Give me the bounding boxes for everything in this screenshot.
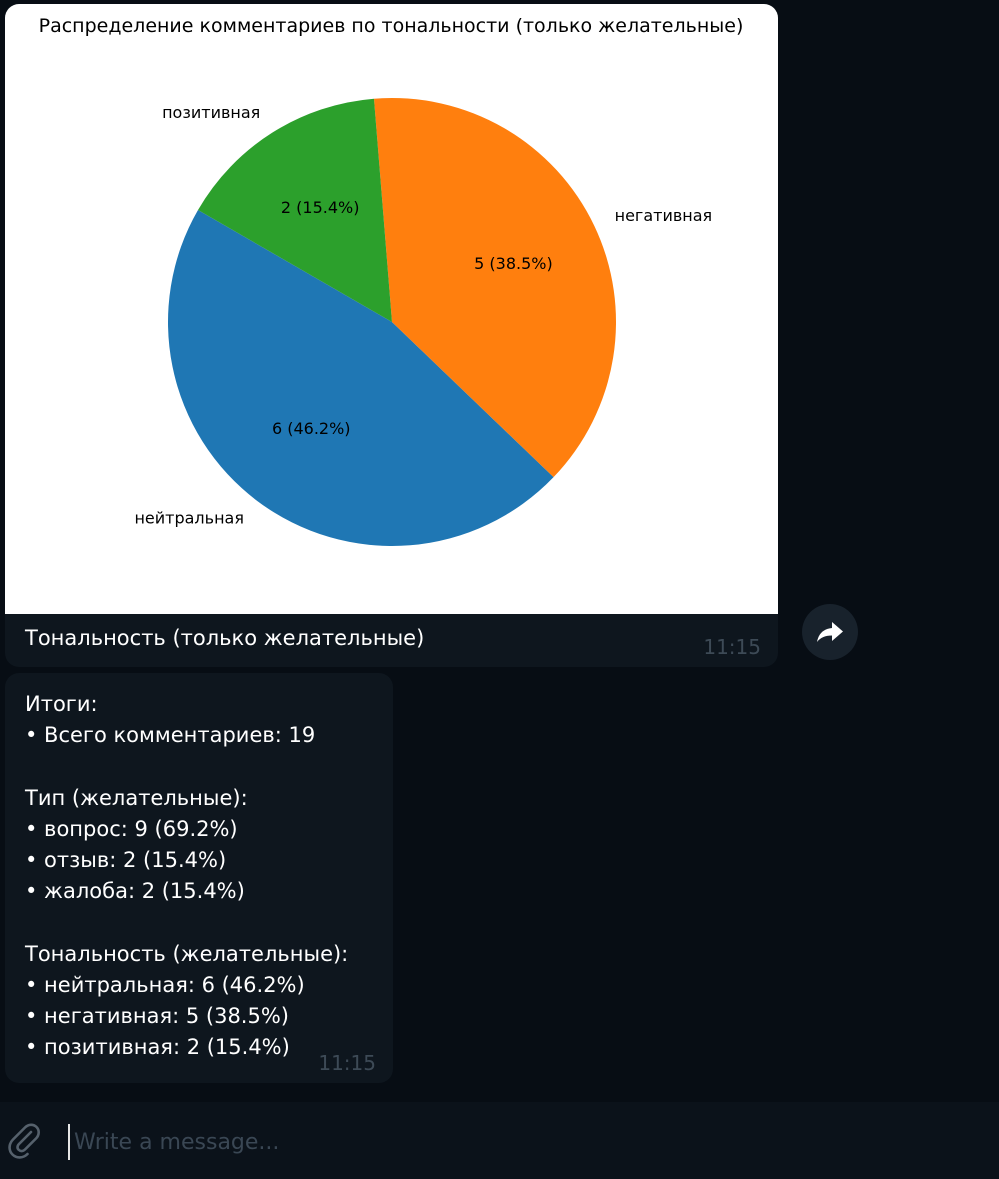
summary-line: Тональность (желательные): xyxy=(25,941,349,966)
blank-line xyxy=(25,907,348,938)
pie-slice-2 xyxy=(198,98,392,322)
pie-label: нейтральная xyxy=(134,508,244,527)
forward-arrow-icon xyxy=(817,622,843,642)
blank-line xyxy=(25,751,348,782)
paperclip-icon xyxy=(8,1123,40,1159)
pie-slice-0 xyxy=(167,210,554,547)
summary-line: • вопрос: 9 (69.2%) xyxy=(25,816,238,841)
pie-label: позитивная xyxy=(162,103,260,122)
message-input[interactable] xyxy=(68,1124,974,1160)
summary-line: • Всего комментариев: 19 xyxy=(25,723,316,748)
summary-line: • негативная: 5 (38.5%) xyxy=(25,1004,289,1028)
summary-line: • жалоба: 2 (15.4%) xyxy=(25,879,245,904)
summary-line: • отзыв: 2 (15.4%) xyxy=(25,848,227,872)
summary-line: • позитивная: 2 (15.4%) xyxy=(25,1035,290,1060)
summary-line: • нейтральная: 6 (46.2%) xyxy=(25,972,305,997)
pie-chart: Распределение комментариев по тональност… xyxy=(39,15,744,547)
chart-image[interactable]: Распределение комментариев по тональност… xyxy=(5,4,778,614)
attach-button[interactable] xyxy=(4,1120,44,1160)
chart-title: Распределение комментариев по тональност… xyxy=(39,15,744,37)
chart-caption: Тональность (только желательные) xyxy=(25,626,425,650)
forward-button[interactable] xyxy=(802,604,858,660)
pie-label: негативная xyxy=(615,206,713,225)
summary-message: Итоги: • Всего комментариев: 19 Тип (желат… xyxy=(5,673,393,1083)
pie-value-label: 2 (15.4%) xyxy=(281,198,360,217)
summary-line: Итоги: xyxy=(25,692,98,716)
pie-value-label: 6 (46.2%) xyxy=(272,419,351,438)
summary-line: Тип (желательные): xyxy=(25,785,248,810)
message-time: 11:15 xyxy=(703,635,761,659)
chart-message: Распределение комментариев по тональност… xyxy=(5,4,778,667)
message-time: 11:15 xyxy=(318,1051,376,1075)
pie-value-label: 5 (38.5%) xyxy=(474,254,553,273)
summary-text: Итоги: • Всего комментариев: 19 Тип (желат… xyxy=(25,689,348,1063)
message-composer xyxy=(0,1102,999,1179)
pie-slice-1 xyxy=(373,97,617,478)
